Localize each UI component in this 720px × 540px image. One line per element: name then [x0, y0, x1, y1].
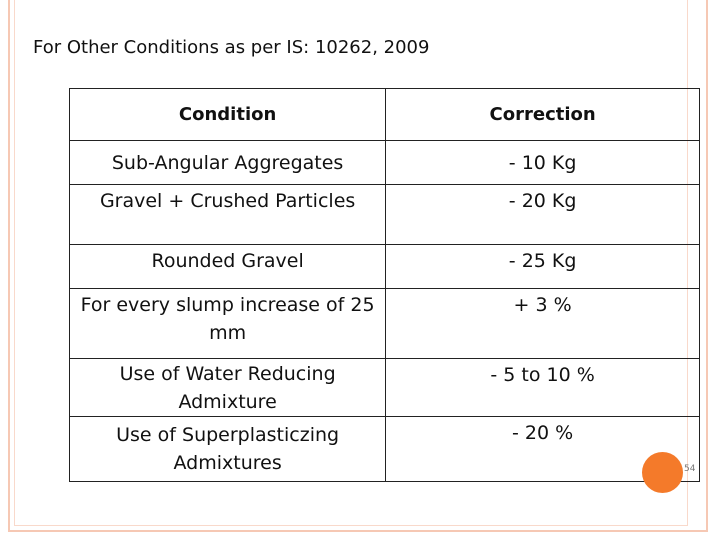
table-header-row: Condition Correction [68, 88, 700, 141]
table-row: Use of Superplasticzing Admixtures - 20 … [68, 416, 700, 482]
table-row: Gravel + Crushed Particles - 20 Kg [68, 184, 700, 245]
table-row: Rounded Gravel - 25 Kg [68, 244, 700, 289]
slide-heading: For Other Conditions as per IS: 10262, 2… [33, 37, 430, 58]
correction-table: Condition Correction Sub-Angular Aggrega… [68, 88, 700, 482]
table-row: For every slump increase of 25 mm + 3 % [68, 288, 700, 359]
cell-correction: - 25 Kg [385, 244, 700, 289]
cell-condition: For every slump increase of 25 mm [68, 288, 387, 359]
cell-correction: - 5 to 10 % [385, 358, 700, 417]
header-condition: Condition [68, 88, 387, 141]
header-correction: Correction [385, 88, 700, 141]
table-row: Use of Water Reducing Admixture - 5 to 1… [68, 358, 700, 417]
cell-correction: - 10 Kg [385, 140, 700, 185]
cell-condition: Rounded Gravel [68, 244, 387, 289]
slide-frame-outer [8, 0, 708, 532]
cell-condition: Use of Superplasticzing Admixtures [68, 416, 387, 482]
cell-condition: Gravel + Crushed Particles [68, 184, 387, 245]
page-number: 54 [684, 464, 696, 474]
cell-condition: Use of Water Reducing Admixture [68, 358, 387, 417]
cell-correction: - 20 Kg [385, 184, 700, 245]
cell-correction: + 3 % [385, 288, 700, 359]
accent-circle [642, 452, 683, 493]
cell-condition: Sub-Angular Aggregates [68, 140, 387, 185]
table-row: Sub-Angular Aggregates - 10 Kg [68, 140, 700, 185]
